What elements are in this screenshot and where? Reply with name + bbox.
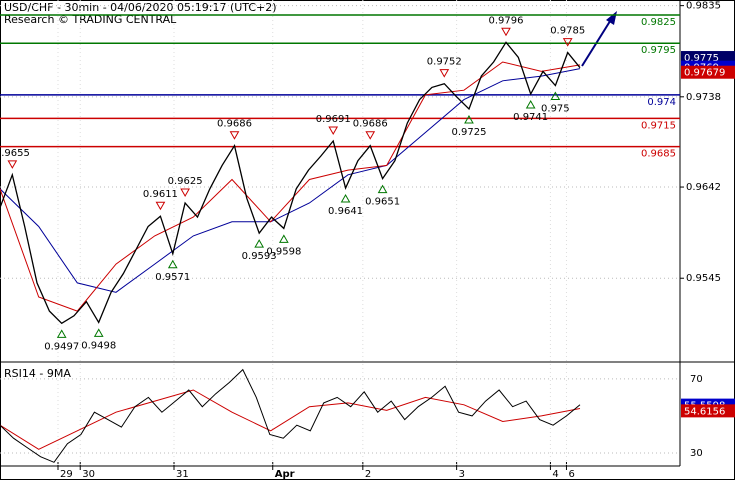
high-marker (439, 69, 450, 78)
high-marker (155, 201, 166, 211)
low-label: 0.9725 (451, 127, 486, 138)
x-tick-label: 4 (552, 469, 558, 480)
high-marker (562, 38, 573, 47)
low-marker (525, 99, 536, 109)
x-tick-label: 29 (60, 469, 73, 480)
level-label: 0.9685 (641, 149, 676, 160)
high-marker (7, 160, 18, 169)
level-label: 0.9825 (641, 17, 676, 28)
chart-title: USD/CHF - 30min - 04/06/2020 05:19:17 (U… (4, 1, 277, 14)
price-badge-label: 0.97679 (684, 68, 725, 79)
low-marker (550, 91, 561, 101)
low-marker (464, 115, 474, 124)
price-badge-label: 0.9775 (684, 53, 719, 64)
x-tick-label: 31 (176, 469, 189, 480)
low-label: 0.975 (541, 104, 570, 115)
low-label: 0.9593 (242, 251, 277, 262)
high-marker (180, 188, 190, 198)
low-label: 0.9641 (328, 206, 363, 217)
rsi-line (0, 368, 581, 463)
rsi-title: RSI14 - 9MA (4, 367, 71, 380)
high-label: 0.9686 (353, 119, 388, 130)
low-label: 0.9598 (266, 246, 301, 257)
high-label: 0.9655 (0, 148, 30, 159)
y-tick-label: 0.9835 (686, 1, 721, 12)
low-marker (56, 329, 67, 338)
rsi-line (0, 389, 581, 450)
price-badge (681, 65, 735, 79)
low-marker (340, 193, 351, 203)
x-tick-label: 6 (568, 469, 574, 480)
high-marker (501, 27, 511, 37)
y-tick-label: 70 (690, 374, 703, 385)
level-label: 0.974 (647, 97, 676, 108)
high-label: 0.9796 (488, 15, 523, 26)
high-label: 0.9686 (217, 119, 252, 130)
high-label: 0.9785 (550, 26, 585, 37)
low-marker (377, 184, 388, 194)
low-label: 0.9497 (44, 341, 79, 352)
forecast-arrowhead (606, 11, 617, 25)
high-label: 0.9691 (316, 114, 351, 125)
high-label: 0.9752 (427, 57, 462, 68)
high-marker (229, 131, 240, 140)
price-badge (681, 404, 735, 418)
low-label: 0.9651 (365, 197, 400, 208)
low-label: 0.9498 (81, 340, 116, 351)
y-tick-label: 30 (690, 448, 703, 459)
level-label: 0.9795 (641, 45, 676, 56)
high-marker (328, 126, 339, 135)
chart-subtitle: Research © TRADING CENTRAL (4, 13, 177, 26)
low-marker (167, 259, 178, 269)
x-tick-label: Apr (275, 469, 295, 480)
ma-line (0, 61, 581, 312)
high-marker (365, 131, 376, 140)
level-label: 0.9715 (641, 120, 676, 131)
ma-line (0, 68, 581, 293)
price-line (0, 41, 581, 325)
high-label: 0.9625 (168, 176, 203, 187)
low-label: 0.9571 (155, 272, 190, 283)
y-tick-label: 0.9545 (686, 273, 721, 284)
high-label: 0.9611 (143, 189, 178, 200)
low-marker (93, 328, 104, 337)
low-marker (278, 234, 289, 243)
price-badge-label: 54.6156 (684, 406, 725, 417)
forecast-arrow (581, 17, 613, 67)
x-tick-label: 2 (365, 469, 371, 480)
y-tick-label: 0.9642 (686, 182, 721, 193)
x-tick-label: 3 (459, 469, 465, 480)
low-label: 0.9741 (513, 112, 548, 123)
low-marker (254, 239, 265, 248)
y-tick-label: 0.9738 (686, 92, 721, 103)
x-tick-label: 30 (82, 469, 95, 480)
